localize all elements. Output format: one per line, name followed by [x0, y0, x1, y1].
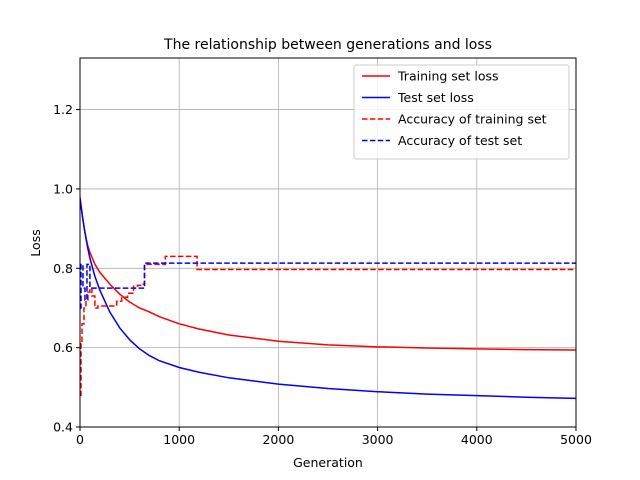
- series-line-1: [80, 196, 576, 351]
- y-tick-label: 0.8: [53, 261, 73, 276]
- x-tick-label: 1000: [163, 432, 195, 447]
- legend-label: Accuracy of test set: [398, 133, 522, 148]
- ticks: 0 1000 2000 3000 4000 5000 0.4 0.6 0.8 1.0 1.2: [53, 102, 592, 447]
- y-tick-label: 1.0: [53, 181, 73, 196]
- legend-label: Training set loss: [397, 69, 499, 84]
- series-line-2: [80, 198, 576, 400]
- series-line-4: [80, 262, 576, 309]
- y-tick-label: 0.6: [53, 340, 73, 355]
- x-tick-label: 3000: [362, 432, 394, 447]
- y-tick-label: 1.2: [53, 102, 73, 117]
- legend-label: Test set loss: [397, 90, 474, 105]
- legend-label: Accuracy of training set: [398, 112, 547, 127]
- x-axis-label: Generation: [293, 455, 363, 470]
- x-tick-label: 2000: [262, 432, 294, 447]
- y-axis-label: Loss: [28, 229, 43, 256]
- x-tick-label: 0: [76, 432, 84, 447]
- y-tick-label: 0.4: [53, 420, 73, 435]
- legend-box: [353, 64, 570, 160]
- series-layer: [80, 196, 576, 400]
- plot-frame: [79, 57, 577, 428]
- legend: Training set loss Test set loss Accuracy o…: [353, 64, 570, 160]
- x-tick-label: 4000: [461, 432, 493, 447]
- x-tick-label: 5000: [560, 432, 592, 447]
- chart-title: The relationship between generations and…: [163, 37, 492, 53]
